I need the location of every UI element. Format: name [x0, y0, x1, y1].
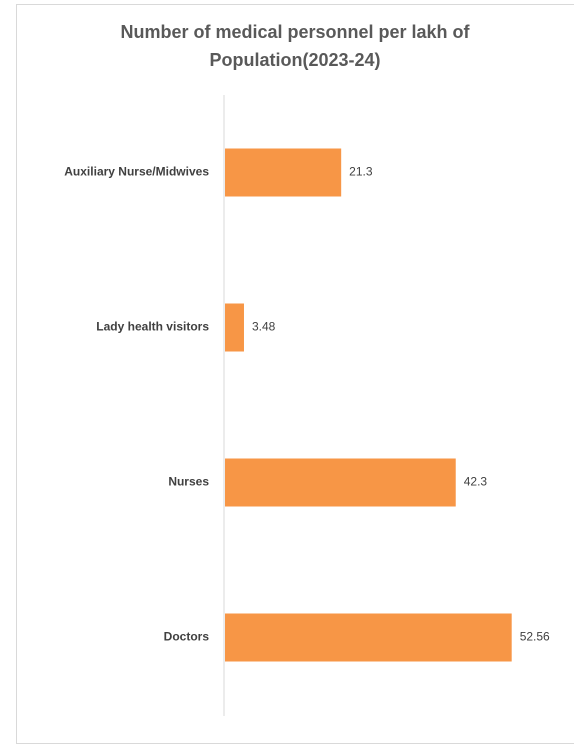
chart-title-line-1: Number of medical personnel per lakh of — [120, 22, 470, 42]
value-label-3: 52.56 — [520, 630, 550, 644]
category-label-0: Auxiliary Nurse/Midwives — [64, 165, 209, 179]
category-label-1: Lady health visitors — [96, 320, 209, 334]
chart-title: Number of medical personnel per lakh of … — [16, 18, 574, 74]
bar-0 — [225, 148, 342, 197]
category-label-2: Nurses — [168, 475, 209, 489]
category-label-3: Doctors — [164, 630, 210, 644]
bar-2 — [225, 458, 456, 507]
bar-1 — [225, 303, 244, 352]
value-label-2: 42.3 — [464, 475, 488, 489]
bar-3 — [225, 613, 512, 662]
value-label-0: 21.3 — [349, 165, 373, 179]
value-label-1: 3.48 — [252, 320, 276, 334]
chart-title-line-2: Population(2023-24) — [209, 50, 381, 70]
